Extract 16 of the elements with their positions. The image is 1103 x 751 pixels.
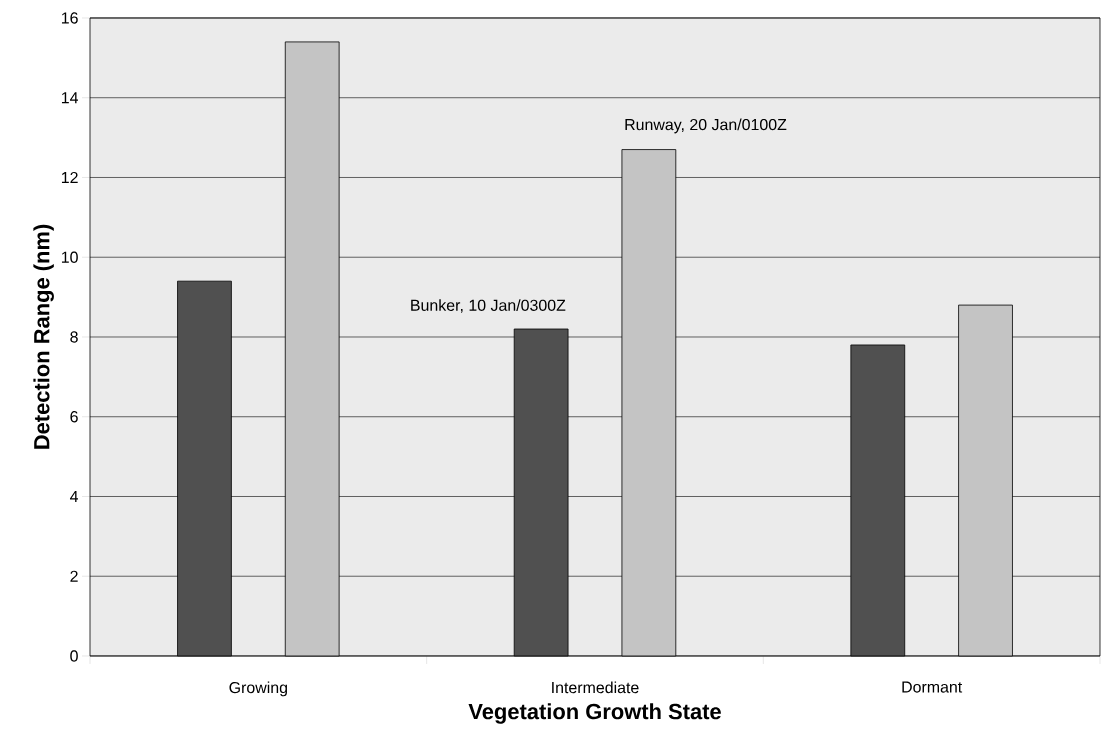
y-tick-label: 6 — [70, 411, 78, 423]
y-axis-title: Detection Range (nm) — [33, 224, 54, 449]
x-tick-label: Dormant — [902, 681, 963, 693]
x-tick-label: Growing — [229, 681, 287, 697]
y-tick-label: 2 — [70, 570, 78, 582]
x-tick-label: Intermediate — [552, 681, 639, 694]
y-tick-label: 0 — [70, 650, 78, 662]
y-tick-label: 14 — [61, 92, 79, 104]
y-tick-label: 10 — [61, 251, 78, 263]
y-tick-label: 8 — [70, 331, 78, 343]
y-tick-label: 4 — [69, 491, 79, 502]
x-axis-title: Vegetation Growth State — [468, 703, 721, 724]
series-label: Runway, 20 Jan/0100Z — [625, 118, 787, 134]
series-label: Bunker, 10 Jan/0300Z — [411, 299, 566, 313]
y-tick-label: 16 — [61, 12, 78, 24]
y-tick-label: 12 — [61, 171, 78, 184]
